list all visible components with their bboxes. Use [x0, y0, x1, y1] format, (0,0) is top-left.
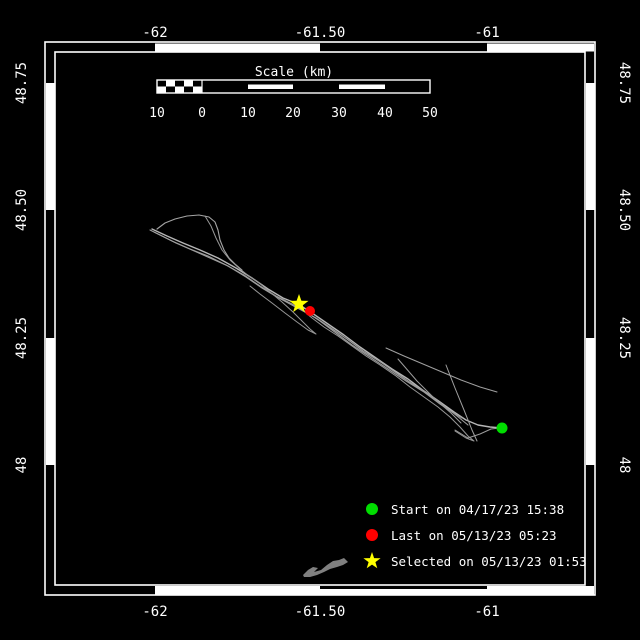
legend-label-selected: Selected on 05/13/23 01:53 [391, 554, 587, 569]
frame-segment [586, 338, 595, 465]
track-line [153, 231, 463, 419]
scale-cell [166, 80, 175, 87]
frame-segment [155, 43, 320, 52]
scale-tick-label: 0 [198, 106, 206, 121]
scale-stripe [339, 84, 385, 89]
scale-bar: Scale (km) 10 0 10 20 30 40 50 [149, 65, 438, 121]
track-line [156, 214, 243, 271]
right-axis-label: 48.25 [616, 317, 632, 359]
frame-inner-line [54, 51, 586, 586]
last-legend-dot [366, 529, 378, 541]
scale-tick-label: 40 [377, 106, 393, 121]
start-marker[interactable] [496, 422, 508, 434]
right-axis-label: 48.50 [616, 189, 632, 231]
top-axis-label: -61 [474, 25, 499, 41]
left-axis-label: 48 [14, 457, 30, 474]
right-axis: 48.75 48.50 48.25 48 [616, 62, 632, 474]
track-line [454, 427, 501, 439]
frame-segment [46, 338, 55, 465]
track-line [397, 358, 462, 424]
last-marker[interactable] [305, 306, 315, 316]
left-axis-label: 48.50 [14, 189, 30, 231]
scale-tick-label: 10 [149, 106, 165, 121]
frame-segment [320, 589, 487, 595]
track-line [445, 364, 478, 442]
track-line [385, 347, 498, 393]
frame-outer-line [44, 41, 596, 596]
left-axis: 48.75 48.50 48.25 48 [14, 62, 30, 474]
selected-legend-star [363, 552, 381, 569]
scale-tick-label: 50 [422, 106, 438, 121]
legend: Start on 04/17/23 15:38 Last on 05/13/23… [363, 502, 587, 569]
legend-item-selected: Selected on 05/13/23 01:53 [363, 552, 587, 569]
top-axis-label: -62 [142, 25, 167, 41]
scale-stripe [248, 84, 293, 89]
track-line [151, 228, 503, 429]
track-line [204, 215, 251, 278]
scale-cell [175, 86, 184, 93]
scale-tick-label: 30 [331, 106, 347, 121]
scale-cell [184, 80, 193, 87]
scale-tick-label: 10 [240, 106, 256, 121]
scale-tick-label: 20 [285, 106, 301, 121]
scale-bar-title: Scale (km) [255, 65, 333, 80]
island [303, 558, 348, 577]
right-axis-label: 48 [616, 457, 632, 474]
frame-segment [586, 83, 595, 210]
frame-segment [155, 586, 320, 595]
right-axis-label: 48.75 [616, 62, 632, 104]
bottom-axis-label: -61.50 [295, 604, 346, 620]
frame-segment [487, 586, 594, 595]
bottom-axis: -62 -61.50 -61 [142, 604, 499, 620]
frame-segment [46, 83, 55, 210]
top-axis-label: -61.50 [295, 25, 346, 41]
scale-cell [193, 86, 202, 93]
bottom-axis-label: -62 [142, 604, 167, 620]
legend-label-start: Start on 04/17/23 15:38 [391, 502, 564, 517]
map-frame [44, 41, 596, 596]
left-axis-label: 48.25 [14, 317, 30, 359]
top-axis: -62 -61.50 -61 [142, 25, 499, 41]
bottom-axis-label: -61 [474, 604, 499, 620]
track-lines [149, 214, 503, 442]
selected-marker[interactable] [289, 294, 309, 313]
legend-item-last: Last on 05/13/23 05:23 [366, 528, 557, 543]
legend-item-start: Start on 04/17/23 15:38 [366, 502, 564, 517]
track-line [245, 273, 317, 335]
left-axis-label: 48.75 [14, 62, 30, 104]
scale-cell [157, 86, 166, 93]
frame-segment [487, 43, 594, 52]
start-legend-dot [366, 503, 378, 515]
legend-label-last: Last on 05/13/23 05:23 [391, 528, 557, 543]
